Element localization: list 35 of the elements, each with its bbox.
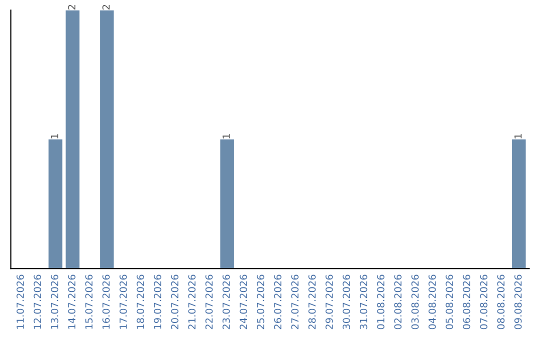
data-label: 2 <box>102 4 110 10</box>
x-tick-label: 13.07.2026 <box>50 274 58 329</box>
data-label: 1 <box>514 134 522 138</box>
x-tick-label: 30.07.2026 <box>342 274 350 330</box>
x-tick-label: 19.07.2026 <box>154 274 162 329</box>
x-tick-label: 29.07.2026 <box>326 274 333 330</box>
data-label: 1 <box>51 134 58 138</box>
x-tick-label: 09.08.2026 <box>514 274 522 330</box>
x-tick-label: 17.07.2026 <box>120 274 127 329</box>
x-tick-label: 05.08.2026 <box>446 274 454 330</box>
x-tick-label: 28.07.2026 <box>308 274 316 330</box>
data-label: 1 <box>222 134 230 138</box>
x-tick-label: 02.08.2026 <box>394 274 402 330</box>
x-tick-label: 20.07.2026 <box>171 274 178 330</box>
x-tick-label: 15.07.2026 <box>85 274 93 329</box>
x-tick-label: 24.07.2026 <box>240 274 248 330</box>
x-tick-label: 16.07.2026 <box>102 274 110 329</box>
x-tick-label: 04.08.2026 <box>428 274 436 330</box>
x-tick-label: 01.08.2026 <box>377 274 384 330</box>
data-label: 2 <box>68 4 76 10</box>
x-tick-label: 12.07.2026 <box>34 274 42 329</box>
x-tick-label: 31.07.2026 <box>360 274 368 330</box>
x-tick-label: 26.07.2026 <box>274 274 282 330</box>
x-tick-label: 03.08.2026 <box>411 274 419 330</box>
x-tick-label: 06.08.2026 <box>462 274 470 330</box>
x-tick-label: 27.07.2026 <box>291 274 299 330</box>
x-tick-label: 14.07.2026 <box>68 274 76 329</box>
x-tick-label: 07.08.2026 <box>480 274 488 330</box>
x-tick-label: 18.07.2026 <box>136 274 144 329</box>
x-tick-label: 08.08.2026 <box>497 274 505 330</box>
x-tick-label: 22.07.2026 <box>205 274 213 330</box>
x-tick-label: 21.07.2026 <box>188 274 196 330</box>
x-tick-label: 11.07.2026 <box>16 274 24 329</box>
x-tick-label: 23.07.2026 <box>222 274 230 330</box>
x-tick-label: 25.07.2026 <box>256 274 264 330</box>
